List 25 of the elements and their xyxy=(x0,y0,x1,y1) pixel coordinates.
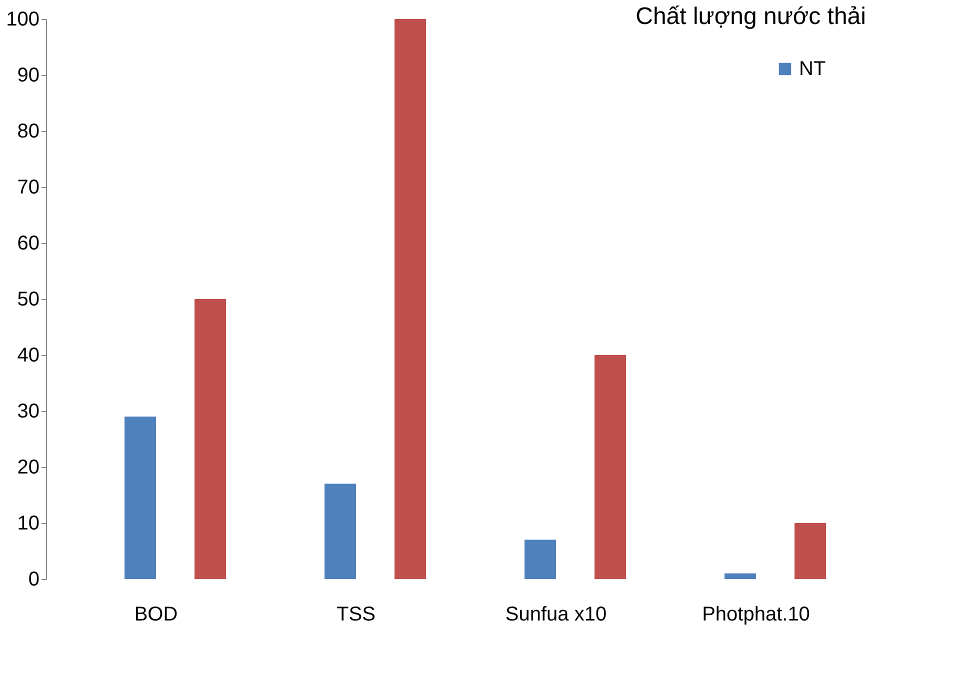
bar xyxy=(194,299,226,579)
y-tick-label: 70 xyxy=(17,176,40,198)
y-tick-label: 10 xyxy=(17,512,40,534)
y-tick-label: 100 xyxy=(6,8,40,30)
bar xyxy=(594,355,626,579)
x-tick-label: BOD xyxy=(134,604,178,626)
y-tick-label: 80 xyxy=(17,120,40,142)
bar xyxy=(324,484,356,579)
bar xyxy=(124,416,156,579)
y-tick-label: 0 xyxy=(28,568,40,590)
legend-label: NT xyxy=(799,58,826,80)
bar xyxy=(524,540,556,579)
y-tick-label: 50 xyxy=(17,288,40,310)
y-tick-label: 90 xyxy=(17,64,40,86)
bar xyxy=(394,19,426,579)
x-tick-label: TSS xyxy=(336,604,376,626)
bar xyxy=(794,523,826,579)
y-tick-label: 30 xyxy=(17,400,40,422)
y-tick-label: 60 xyxy=(17,232,40,254)
y-tick-label: 20 xyxy=(17,456,40,478)
x-tick-label: Photphat.10 xyxy=(702,604,810,626)
y-tick-label: 40 xyxy=(17,344,40,366)
x-tick-label: Sunfua x10 xyxy=(505,604,607,626)
bar xyxy=(724,573,756,579)
chart-title: Chất lượng nước thải xyxy=(636,3,866,30)
